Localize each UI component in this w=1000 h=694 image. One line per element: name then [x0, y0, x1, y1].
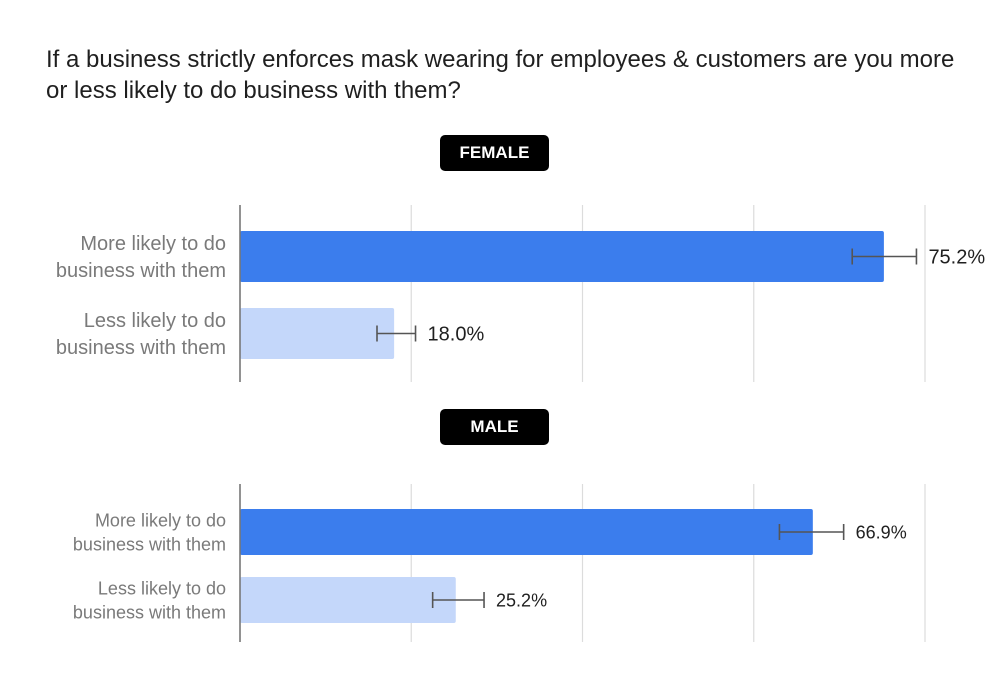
- bar: [240, 308, 395, 359]
- category-label: business with them: [73, 602, 226, 622]
- category-label: business with them: [56, 260, 226, 282]
- bar: [240, 231, 884, 282]
- category-label: business with them: [56, 337, 226, 359]
- data-label: 66.9%: [856, 522, 907, 542]
- category-label: More likely to do: [95, 510, 226, 530]
- bar: [240, 577, 456, 623]
- category-label: Less likely to do: [84, 310, 226, 332]
- data-label: 25.2%: [496, 590, 547, 610]
- chart-title: If a business strictly enforces mask wea…: [46, 46, 955, 104]
- bar: [240, 509, 813, 555]
- data-label: 75.2%: [928, 247, 985, 269]
- panel-label-female: FEMALE: [440, 135, 549, 171]
- category-label: Less likely to do: [98, 578, 226, 598]
- category-label: More likely to do: [80, 233, 226, 255]
- data-label: 18.0%: [428, 324, 485, 346]
- category-label: business with them: [73, 534, 226, 554]
- panel-label-male: MALE: [440, 409, 549, 445]
